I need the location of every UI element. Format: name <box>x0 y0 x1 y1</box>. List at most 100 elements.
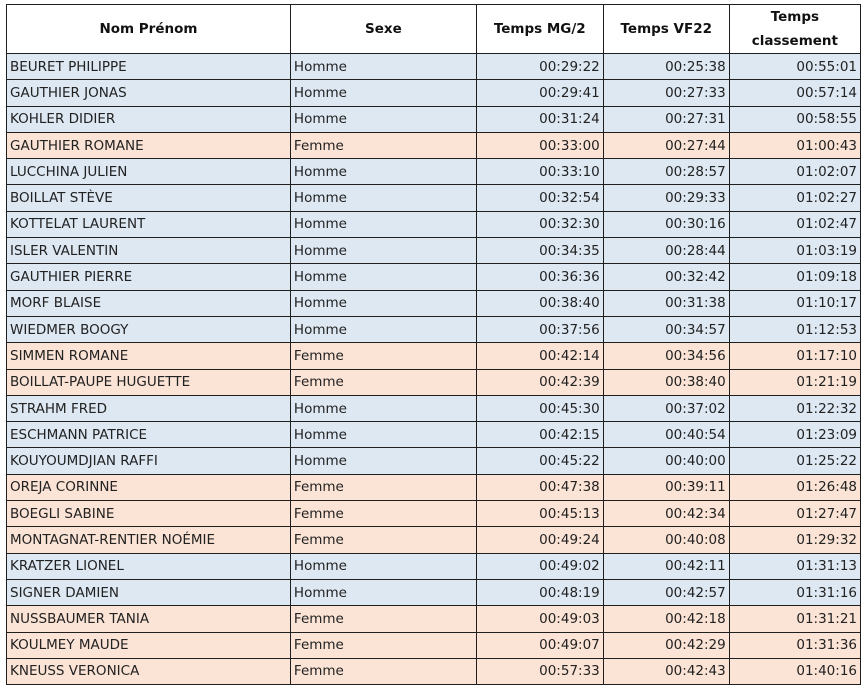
cell-temps-classement[interactable]: 01:17:10 <box>728 342 861 370</box>
cell-temps-classement[interactable]: 01:02:07 <box>728 158 861 186</box>
cell-nom-prenom[interactable]: BOILLAT STÈVE <box>6 184 291 212</box>
table-row[interactable]: SIMMEN ROMANE Femme 00:42:14 00:34:56 01:17:… <box>6 342 861 370</box>
table-row[interactable]: MORF BLAISE Homme 00:38:40 00:31:38 01:10:17 <box>6 289 861 317</box>
cell-sexe[interactable]: Homme <box>289 184 477 212</box>
cell-temps-classement[interactable]: 01:10:17 <box>728 289 861 317</box>
cell-temps-classement[interactable]: 01:27:47 <box>728 500 861 528</box>
cell-temps-vf22[interactable]: 00:27:33 <box>602 79 730 107</box>
cell-nom-prenom[interactable]: OREJA CORINNE <box>6 473 291 502</box>
cell-temps-vf22[interactable]: 00:27:44 <box>602 131 730 160</box>
cell-temps-mg2[interactable]: 00:48:19 <box>475 578 604 607</box>
cell-temps-mg2[interactable]: 00:33:10 <box>475 158 604 186</box>
table-row[interactable]: STRAHM FRED Homme 00:45:30 00:37:02 01:22:32 <box>6 394 861 423</box>
table-row[interactable]: KOHLER DIDIER Homme 00:31:24 00:27:31 00:58:… <box>6 105 861 133</box>
cell-nom-prenom[interactable]: KOUYOUMDJIAN RAFFI <box>6 447 291 475</box>
table-row[interactable]: WIEDMER BOOGY Homme 00:37:56 00:34:57 01:12:… <box>6 315 861 344</box>
cell-temps-vf22[interactable]: 00:38:40 <box>602 368 730 396</box>
cell-nom-prenom[interactable]: ISLER VALENTIN <box>6 237 291 265</box>
table-row[interactable]: KOUYOUMDJIAN RAFFI Homme 00:45:22 00:40:00 0… <box>6 447 861 475</box>
cell-temps-mg2[interactable]: 00:47:38 <box>475 473 604 502</box>
cell-sexe[interactable]: Homme <box>289 158 477 186</box>
cell-sexe[interactable]: Homme <box>289 394 477 423</box>
cell-temps-classement[interactable]: 01:22:32 <box>728 394 861 423</box>
cell-temps-classement[interactable]: 01:03:19 <box>728 237 861 265</box>
cell-temps-classement[interactable]: 01:26:48 <box>728 473 861 502</box>
table-row[interactable]: BOILLAT STÈVE Homme 00:32:54 00:29:33 01:02:… <box>6 184 861 212</box>
cell-temps-vf22[interactable]: 00:40:54 <box>602 421 730 449</box>
cell-nom-prenom[interactable]: KOTTELAT LAURENT <box>6 210 291 239</box>
cell-temps-mg2[interactable]: 00:38:40 <box>475 289 604 317</box>
cell-temps-vf22[interactable]: 00:42:43 <box>602 657 730 686</box>
table-row[interactable]: GAUTHIER JONAS Homme 00:29:41 00:27:33 00:57… <box>6 79 861 107</box>
cell-sexe[interactable]: Homme <box>289 315 477 344</box>
cell-temps-mg2[interactable]: 00:34:35 <box>475 237 604 265</box>
cell-temps-mg2[interactable]: 00:33:00 <box>475 131 604 160</box>
cell-temps-vf22[interactable]: 00:28:57 <box>602 158 730 186</box>
cell-temps-mg2[interactable]: 00:32:54 <box>475 184 604 212</box>
cell-nom-prenom[interactable]: STRAHM FRED <box>6 394 291 423</box>
table-row[interactable]: BEURET PHILIPPE Homme 00:29:22 00:25:38 00:5… <box>6 52 861 81</box>
cell-sexe[interactable]: Homme <box>289 237 477 265</box>
cell-sexe[interactable]: Femme <box>289 605 477 633</box>
cell-temps-classement[interactable]: 01:31:36 <box>728 631 861 659</box>
cell-sexe[interactable]: Femme <box>289 342 477 370</box>
cell-nom-prenom[interactable]: WIEDMER BOOGY <box>6 315 291 344</box>
cell-temps-vf22[interactable]: 00:25:38 <box>602 52 730 81</box>
cell-temps-classement[interactable]: 01:31:16 <box>728 578 861 607</box>
cell-temps-classement[interactable]: 01:31:13 <box>728 552 861 580</box>
cell-temps-vf22[interactable]: 00:34:57 <box>602 315 730 344</box>
cell-sexe[interactable]: Homme <box>289 263 477 291</box>
cell-nom-prenom[interactable]: ESCHMANN PATRICE <box>6 421 291 449</box>
cell-temps-mg2[interactable]: 00:45:22 <box>475 447 604 475</box>
cell-sexe[interactable]: Homme <box>289 210 477 239</box>
cell-temps-mg2[interactable]: 00:31:24 <box>475 105 604 133</box>
cell-temps-mg2[interactable]: 00:49:02 <box>475 552 604 580</box>
cell-temps-mg2[interactable]: 00:57:33 <box>475 657 604 686</box>
cell-temps-vf22[interactable]: 00:42:57 <box>602 578 730 607</box>
cell-temps-classement[interactable]: 01:12:53 <box>728 315 861 344</box>
cell-temps-mg2[interactable]: 00:29:22 <box>475 52 604 81</box>
cell-temps-vf22[interactable]: 00:40:00 <box>602 447 730 475</box>
cell-sexe[interactable]: Femme <box>289 631 477 659</box>
cell-sexe[interactable]: Homme <box>289 289 477 317</box>
cell-temps-vf22[interactable]: 00:42:18 <box>602 605 730 633</box>
cell-temps-vf22[interactable]: 00:28:44 <box>602 237 730 265</box>
cell-nom-prenom[interactable]: SIGNER DAMIEN <box>6 578 291 607</box>
cell-nom-prenom[interactable]: NUSSBAUMER TANIA <box>6 605 291 633</box>
cell-temps-classement[interactable]: 01:31:21 <box>728 605 861 633</box>
table-row[interactable]: MONTAGNAT-RENTIER NOÉMIE Femme 00:49:24 00:… <box>6 526 861 554</box>
cell-temps-vf22[interactable]: 00:37:02 <box>602 394 730 423</box>
table-row[interactable]: KOULMEY MAUDE Femme 00:49:07 00:42:29 01:31:… <box>6 631 861 659</box>
cell-temps-vf22[interactable]: 00:42:34 <box>602 500 730 528</box>
table-row[interactable]: BOEGLI SABINE Femme 00:45:13 00:42:34 01:27:… <box>6 500 861 528</box>
cell-temps-mg2[interactable]: 00:45:30 <box>475 394 604 423</box>
cell-temps-classement[interactable]: 01:25:22 <box>728 447 861 475</box>
cell-sexe[interactable]: Homme <box>289 447 477 475</box>
cell-temps-classement[interactable]: 01:09:18 <box>728 263 861 291</box>
table-row[interactable]: KOTTELAT LAURENT Homme 00:32:30 00:30:16 01:… <box>6 210 861 239</box>
cell-sexe[interactable]: Femme <box>289 368 477 396</box>
cell-temps-vf22[interactable]: 00:42:11 <box>602 552 730 580</box>
cell-temps-classement[interactable]: 01:02:47 <box>728 210 861 239</box>
cell-nom-prenom[interactable]: KRATZER LIONEL <box>6 552 291 580</box>
cell-temps-vf22[interactable]: 00:27:31 <box>602 105 730 133</box>
cell-nom-prenom[interactable]: KOULMEY MAUDE <box>6 631 291 659</box>
cell-temps-classement[interactable]: 01:21:19 <box>728 368 861 396</box>
cell-temps-mg2[interactable]: 00:49:07 <box>475 631 604 659</box>
cell-temps-mg2[interactable]: 00:49:03 <box>475 605 604 633</box>
cell-nom-prenom[interactable]: KNEUSS VERONICA <box>6 657 291 686</box>
cell-temps-mg2[interactable]: 00:42:15 <box>475 421 604 449</box>
cell-nom-prenom[interactable]: GAUTHIER JONAS <box>6 79 291 107</box>
cell-sexe[interactable]: Homme <box>289 52 477 81</box>
table-row[interactable]: LUCCHINA JULIEN Homme 00:33:10 00:28:57 01:0… <box>6 158 861 186</box>
cell-temps-mg2[interactable]: 00:36:36 <box>475 263 604 291</box>
cell-temps-mg2[interactable]: 00:42:14 <box>475 342 604 370</box>
table-row[interactable]: GAUTHIER ROMANE Femme 00:33:00 00:27:44 01:0… <box>6 131 861 160</box>
cell-sexe[interactable]: Femme <box>289 131 477 160</box>
cell-sexe[interactable]: Homme <box>289 578 477 607</box>
header-temps-vf22[interactable]: Temps VF22 <box>602 4 730 54</box>
cell-nom-prenom[interactable]: KOHLER DIDIER <box>6 105 291 133</box>
header-nom-prenom[interactable]: Nom Prénom <box>6 4 291 54</box>
header-temps-mg2[interactable]: Temps MG/2 <box>475 4 604 54</box>
cell-temps-mg2[interactable]: 00:32:30 <box>475 210 604 239</box>
